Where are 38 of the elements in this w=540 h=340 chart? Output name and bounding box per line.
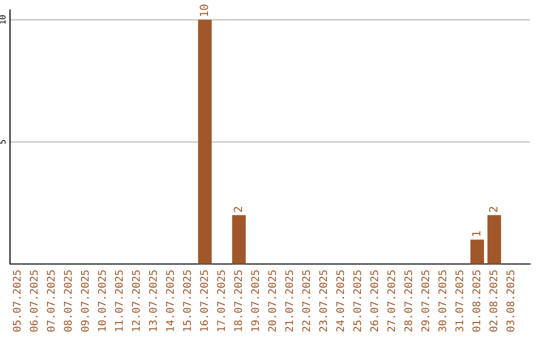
- data-label: 1: [472, 231, 480, 236]
- x-tick-label: 11.07.2025: [114, 270, 123, 332]
- data-label: 10: [200, 4, 208, 16]
- x-tick-label: 25.07.2025: [353, 270, 362, 332]
- bar: [198, 20, 212, 264]
- x-tick-label: 16.07.2025: [200, 270, 208, 332]
- data-label: 2: [489, 206, 498, 212]
- bar: [470, 240, 484, 264]
- bar: [487, 215, 502, 264]
- x-tick-label: 21.07.2025: [285, 270, 294, 332]
- x-tick-label: 10.07.2025: [98, 270, 106, 332]
- x-tick-label: 28.07.2025: [404, 270, 412, 332]
- bar: [232, 215, 246, 264]
- x-tick-label: 07.07.2025: [46, 270, 55, 332]
- x-tick-label: 05.07.2025: [12, 270, 21, 332]
- x-tick-label: 22.07.2025: [302, 270, 310, 332]
- x-tick-label: 02.08.2025: [489, 270, 498, 332]
- x-tick-label: 01.08.2025: [472, 270, 480, 332]
- x-tick-label: 27.07.2025: [387, 270, 396, 332]
- x-tick-label: 17.07.2025: [217, 270, 225, 332]
- x-tick-label: 20.07.2025: [268, 270, 276, 332]
- x-tick-label: 06.07.2025: [30, 270, 38, 332]
- x-tick-label: 18.07.2025: [234, 270, 242, 332]
- x-tick-label: 29.07.2025: [421, 270, 430, 332]
- x-tick-label: 09.07.2025: [80, 270, 89, 332]
- x-tick-label: 23.07.2025: [319, 270, 328, 332]
- x-tick-label: 13.07.2025: [149, 270, 157, 332]
- x-tick-label: 31.07.2025: [455, 270, 464, 332]
- x-tick-label: 30.07.2025: [438, 270, 446, 332]
- x-tick-label: 15.07.2025: [183, 270, 191, 332]
- data-label: 2: [234, 206, 242, 212]
- x-tick-label: 08.07.2025: [64, 270, 72, 332]
- x-tick-label: 24.07.2025: [336, 270, 344, 332]
- x-tick-label: 19.07.2025: [251, 270, 260, 332]
- x-tick-label: 03.08.2025: [506, 270, 514, 332]
- x-tick-label: 12.07.2025: [132, 270, 140, 332]
- x-tick-label: 14.07.2025: [166, 270, 174, 332]
- x-tick-label: 26.07.2025: [370, 270, 378, 332]
